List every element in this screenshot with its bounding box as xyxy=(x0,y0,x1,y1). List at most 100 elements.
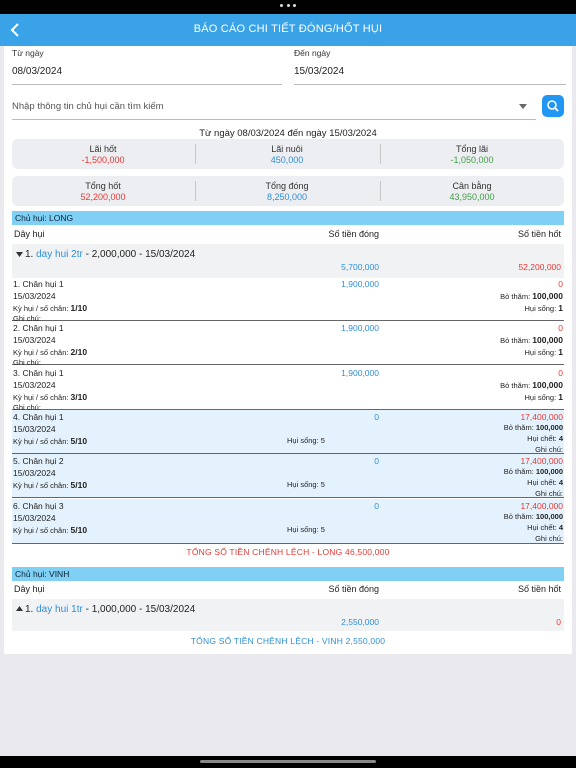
search-button[interactable] xyxy=(542,95,564,117)
row-date: 15/03/2024 xyxy=(13,335,56,345)
search-input[interactable]: Nhập thông tin chủ hụi cần tìm kiếm xyxy=(12,101,164,112)
row-date: 15/03/2024 xyxy=(13,424,56,434)
row-alive-count: Hụi sống: 5 xyxy=(287,480,325,489)
report-content: Từ ngày 08/03/2024 Đến ngày 15/03/2024 N… xyxy=(4,46,572,654)
col-header-collected: Số tiền hốt xyxy=(517,229,561,239)
row-status: Hụi sống: 1 xyxy=(524,392,563,402)
group-row-vinh[interactable]: 1. day hui 1tr - 1,000,000 - 15/03/2024 xyxy=(12,599,564,631)
row-note: Ghi chú: xyxy=(535,445,563,454)
summary-value: 52,200,000 xyxy=(80,192,126,202)
row-date: 15/03/2024 xyxy=(13,513,56,523)
row-period: Kỳ hụi / số chân: 3/10 xyxy=(13,392,88,402)
status-bar xyxy=(0,0,576,14)
table-row[interactable]: 3. Chân hụi 1 15/03/2024 Kỳ hụi / số chân:… xyxy=(12,366,564,412)
row-title: 5. Chân hụi 2 xyxy=(13,456,64,466)
row-title: 2. Chân hụi 1 xyxy=(13,323,64,333)
col-header-group: Dây hụi xyxy=(14,229,45,239)
group-title: 1. day hui 2tr - 2,000,000 - 15/03/2024 xyxy=(25,249,196,260)
row-bid: Bỏ thăm: 100,000 xyxy=(503,512,563,521)
row-period: Kỳ hụi / số chân: 5/10 xyxy=(13,525,88,535)
summary-item: Lãi hốt -1,500,000 xyxy=(13,144,193,165)
summary-total-box: Tổng hốt 52,200,000 Tổng đóng 8,250,000 Câ… xyxy=(12,176,564,206)
expand-caret-icon[interactable] xyxy=(16,252,23,257)
summary-item: Tổng hốt 52,200,000 xyxy=(13,181,193,202)
row-collected: 0 xyxy=(558,279,563,289)
col-header-paid: Số tiền đóng xyxy=(328,584,379,594)
row-title: 6. Chân hụi 3 xyxy=(13,501,64,511)
multitask-dots-icon[interactable] xyxy=(280,4,296,8)
row-paid: 0 xyxy=(374,501,379,511)
row-collected: 17,400,000 xyxy=(520,501,563,511)
owner-header-long: Chủ hụi: LONG xyxy=(12,211,564,225)
summary-value: -1,500,000 xyxy=(81,155,125,165)
row-status: Hụi chết: 4 xyxy=(527,478,563,487)
row-paid: 0 xyxy=(374,412,379,422)
owner-total-long: TỔNG SỐ TIỀN CHÊNH LỆCH - LONG 46,500,00… xyxy=(186,547,390,557)
owner-total-vinh: TỔNG SỐ TIỀN CHÊNH LỆCH - VINH 2,550,000 xyxy=(190,636,386,646)
row-status: Hụi sống: 1 xyxy=(524,303,563,313)
table-row[interactable]: 2. Chân hụi 1 15/03/2024 Kỳ hụi / số chân:… xyxy=(12,321,564,367)
row-date: 15/03/2024 xyxy=(13,380,56,390)
collapse-caret-icon[interactable] xyxy=(16,606,23,611)
row-status: Hụi chết: 4 xyxy=(527,434,563,443)
row-collected: 0 xyxy=(558,368,563,378)
row-date: 15/03/2024 xyxy=(13,468,56,478)
summary-value: 8,250,000 xyxy=(266,192,308,202)
row-note: Ghi chú: xyxy=(535,489,563,498)
from-date-label: Từ ngày xyxy=(12,48,44,58)
row-status: Hụi chết: 4 xyxy=(527,523,563,532)
row-collected: 17,400,000 xyxy=(520,412,563,422)
table-row[interactable]: 1. Chân hụi 1 15/03/2024 Kỳ hụi / số chân:… xyxy=(12,277,564,323)
row-title: 1. Chân hụi 1 xyxy=(13,279,64,289)
row-title: 3. Chân hụi 1 xyxy=(13,368,64,378)
home-indicator[interactable] xyxy=(200,760,376,763)
group-paid-total: 5,700,000 xyxy=(341,262,379,272)
group-row-long[interactable]: 1. day hui 2tr - 2,000,000 - 15/03/2024 xyxy=(12,244,564,278)
back-chevron-icon[interactable] xyxy=(8,21,22,39)
summary-interest-box: Lãi hốt -1,500,000 Lãi nuôi 450,000 Tổng l… xyxy=(12,139,564,169)
row-note: Ghi chú: xyxy=(13,403,41,412)
row-paid: 1,900,000 xyxy=(341,368,379,378)
table-row[interactable]: 6. Chân hụi 3 15/03/2024 Kỳ hụi / số chân:… xyxy=(12,499,564,544)
summary-value: 450,000 xyxy=(270,155,304,165)
summary-value: 43,950,000 xyxy=(449,192,495,202)
row-alive-count: Hụi sống: 5 xyxy=(287,525,325,534)
row-paid: 0 xyxy=(374,456,379,466)
col-header-collected: Số tiền hốt xyxy=(517,584,561,594)
table-row[interactable]: 4. Chân hụi 1 15/03/2024 Kỳ hụi / số chân:… xyxy=(12,410,564,454)
date-range-text: Từ ngày 08/03/2024 đến ngày 15/03/2024 xyxy=(199,128,377,139)
group-title: 1. day hui 1tr - 1,000,000 - 15/03/2024 xyxy=(25,604,196,615)
row-collected: 0 xyxy=(558,323,563,333)
summary-item: Tổng đóng 8,250,000 xyxy=(197,181,377,202)
row-bid: Bỏ thăm: 100,000 xyxy=(500,380,563,390)
summary-item: Tổng lãi -1,050,000 xyxy=(382,144,562,165)
row-bid: Bỏ thăm: 100,000 xyxy=(500,335,563,345)
row-bid: Bỏ thăm: 100,000 xyxy=(503,423,563,432)
row-period: Kỳ hụi / số chân: 5/10 xyxy=(13,436,88,446)
row-note: Ghi chú: xyxy=(13,314,41,323)
owner-header-vinh: Chủ hụi: VINH xyxy=(12,567,564,581)
row-paid: 1,900,000 xyxy=(341,279,379,289)
row-bid: Bỏ thăm: 100,000 xyxy=(503,467,563,476)
row-period: Kỳ hụi / số chân: 1/10 xyxy=(13,303,88,313)
from-date-field[interactable]: 08/03/2024 xyxy=(12,66,63,77)
row-bid: Bỏ thăm: 100,000 xyxy=(500,291,563,301)
dropdown-caret-icon[interactable] xyxy=(519,104,527,109)
summary-value: -1,050,000 xyxy=(450,155,494,165)
row-note: Ghi chú: xyxy=(13,358,41,367)
row-title: 4. Chân hụi 1 xyxy=(13,412,64,422)
col-header-group: Dây hụi xyxy=(14,584,45,594)
summary-item: Cân bằng 43,950,000 xyxy=(382,181,562,202)
row-period: Kỳ hụi / số chân: 5/10 xyxy=(13,480,88,490)
to-date-label: Đến ngày xyxy=(294,48,331,58)
row-collected: 17,400,000 xyxy=(520,456,563,466)
home-indicator-area xyxy=(0,756,576,768)
nav-bar: BÁO CÁO CHI TIẾT ĐÓNG/HỐT HỤI xyxy=(0,14,576,46)
page-title: BÁO CÁO CHI TIẾT ĐÓNG/HỐT HỤI xyxy=(193,23,383,35)
to-date-field[interactable]: 15/03/2024 xyxy=(294,66,345,77)
search-icon xyxy=(547,100,559,112)
group-paid-total: 2,550,000 xyxy=(341,617,379,627)
col-header-paid: Số tiền đóng xyxy=(328,229,379,239)
table-row[interactable]: 5. Chân hụi 2 15/03/2024 Kỳ hụi / số chân:… xyxy=(12,454,564,498)
row-status: Hụi sống: 1 xyxy=(524,347,563,357)
